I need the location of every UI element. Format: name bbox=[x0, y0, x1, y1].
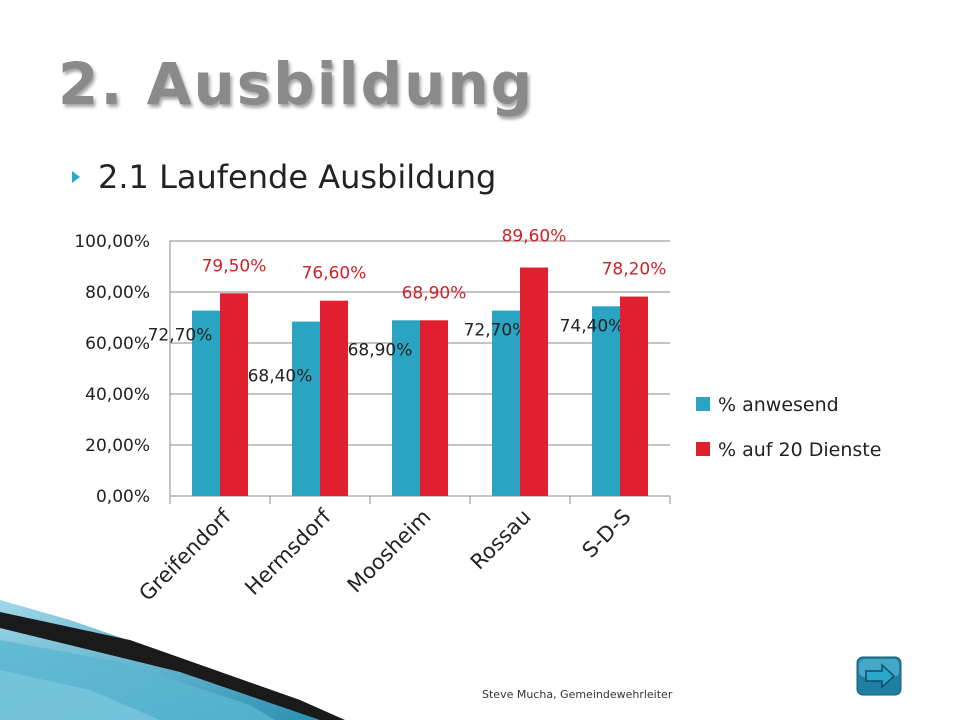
right-arrow-icon bbox=[856, 656, 902, 696]
bar-dienste bbox=[420, 320, 448, 496]
y-tick-label: 80,00% bbox=[85, 283, 150, 303]
y-tick-label: 0,00% bbox=[96, 487, 150, 507]
triangle-bullet-icon bbox=[72, 171, 80, 183]
data-label: 68,90% bbox=[402, 283, 467, 303]
footer-text: Steve Mucha, Gemeindewehrleiter bbox=[482, 688, 673, 701]
data-label: 78,20% bbox=[602, 260, 667, 280]
data-label: 74,40% bbox=[560, 316, 625, 336]
x-category-label: S-D-S bbox=[578, 505, 636, 563]
x-category-label: Hermsdorf bbox=[240, 504, 336, 600]
legend-label: % auf 20 Dienste bbox=[718, 439, 881, 461]
bar-dienste bbox=[620, 296, 648, 496]
x-category-label: Rossau bbox=[466, 505, 536, 575]
legend-swatch bbox=[696, 397, 710, 411]
bar-dienste bbox=[320, 300, 348, 496]
x-category-label: Greifendorf bbox=[134, 504, 236, 606]
data-label: 68,90% bbox=[348, 340, 413, 360]
bar-anwesend bbox=[192, 310, 220, 496]
y-tick-label: 40,00% bbox=[85, 385, 150, 405]
data-label: 68,40% bbox=[248, 367, 313, 387]
bar-anwesend bbox=[492, 310, 520, 496]
y-tick-label: 20,00% bbox=[85, 436, 150, 456]
next-slide-button[interactable] bbox=[856, 656, 902, 696]
data-label: 89,60% bbox=[502, 227, 567, 247]
bar-dienste bbox=[520, 267, 548, 496]
legend-label: % anwesend bbox=[718, 394, 839, 416]
data-label: 79,50% bbox=[202, 256, 267, 276]
bar-anwesend bbox=[292, 321, 320, 496]
slide-title: 2. Ausbildung bbox=[58, 50, 535, 118]
data-label: 72,70% bbox=[464, 321, 529, 341]
bar-dienste bbox=[220, 293, 248, 496]
bullet-text: 2.1 Laufende Ausbildung bbox=[98, 158, 497, 196]
bullet-item: 2.1 Laufende Ausbildung bbox=[72, 158, 496, 196]
y-tick-label: 60,00% bbox=[85, 334, 150, 354]
bar-anwesend bbox=[392, 320, 420, 496]
y-tick-label: 100,00% bbox=[74, 232, 150, 252]
x-category-label: Moosheim bbox=[343, 505, 436, 598]
legend-swatch bbox=[696, 442, 710, 456]
data-label: 72,70% bbox=[148, 326, 213, 346]
data-label: 76,60% bbox=[302, 264, 367, 284]
bar-anwesend bbox=[592, 306, 620, 496]
